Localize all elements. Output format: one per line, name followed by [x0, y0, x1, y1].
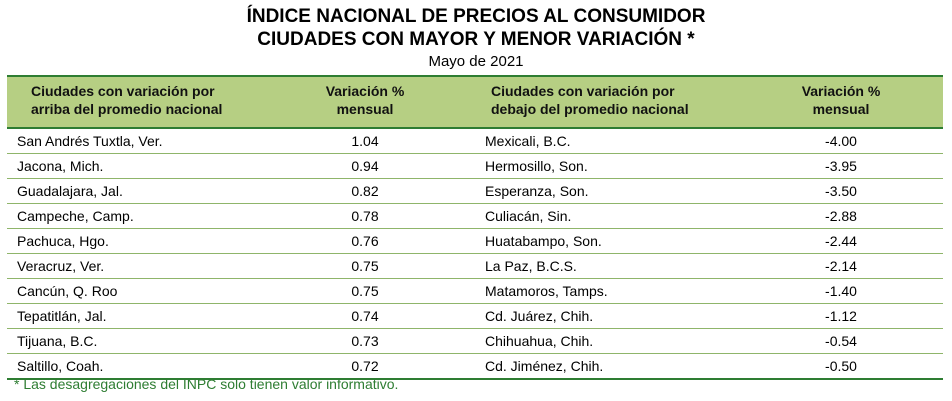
below-city-cell: Cd. Jiménez, Chih.	[485, 357, 604, 374]
above-value-cell: 0.73	[255, 328, 475, 354]
table-row: Veracruz, Ver. 0.75 La Paz, B.C.S. -2.14	[7, 253, 943, 279]
below-value-cell: -0.50	[825, 357, 857, 374]
above-city-cell: Campeche, Camp.	[7, 203, 255, 229]
above-value-cell: 0.76	[255, 228, 475, 254]
table-row: Tijuana, B.C. 0.73 Chihuahua, Chih. -0.54	[7, 328, 943, 354]
header-below-variation-line1: Variación %	[801, 83, 881, 99]
below-city-cell: Cd. Juárez, Chih.	[475, 303, 739, 329]
above-value-cell: 1.04	[255, 128, 475, 154]
below-city-cell: Esperanza, Son.	[475, 178, 739, 204]
inflation-table: Ciudades con variación por arriba del pr…	[7, 75, 943, 380]
table-row: Tepatitlán, Jal. 0.74 Cd. Juárez, Chih. -1.…	[7, 303, 943, 329]
below-value-cell: -1.40	[739, 278, 943, 304]
below-value-cell: -1.12	[739, 303, 943, 329]
above-value-cell: 0.94	[255, 153, 475, 179]
above-value-cell: 0.74	[255, 303, 475, 329]
table-row: Pachuca, Hgo. 0.76 Huatabampo, Son. -2.44	[7, 228, 943, 254]
header-above-variation-line2: mensual	[336, 101, 394, 117]
table-row: Guadalajara, Jal. 0.82 Esperanza, Son. -3.5…	[7, 178, 943, 204]
below-city-cell: Culiacán, Sin.	[475, 203, 739, 229]
above-value-cell: 0.78	[255, 203, 475, 229]
header-above-city-line1: Ciudades con variación por	[31, 83, 215, 99]
below-value-cell: -2.88	[739, 203, 943, 229]
header-below-city-line2: debajo del promedio nacional	[491, 101, 689, 117]
chart-title: ÍNDICE NACIONAL DE PRECIOS AL CONSUMIDOR	[246, 6, 706, 27]
header-above-city-line2: arriba del promedio nacional	[31, 101, 223, 117]
header-above-variation-line1: Variación %	[325, 83, 405, 99]
table-header-row: Ciudades con variación por arriba del pr…	[7, 76, 943, 129]
above-city-cell: Tepatitlán, Jal.	[7, 303, 255, 329]
table-body: San Andrés Tuxtla, Ver. 1.04 Mexicali, B.C…	[7, 128, 943, 379]
header-below-city: Ciudades con variación por debajo del pr…	[475, 76, 739, 129]
below-city-cell: Hermosillo, Son.	[475, 153, 739, 179]
footnote: * Las desagregaciones del INPC solo tien…	[14, 376, 399, 392]
chart-title-line2: CIUDADES CON MAYOR Y MENOR VARIACIÓN *	[257, 29, 695, 50]
above-city-cell: Pachuca, Hgo.	[7, 228, 255, 254]
below-value-cell: -3.50	[739, 178, 943, 204]
below-city-cell: Huatabampo, Son.	[475, 228, 739, 254]
below-city-cell: Chihuahua, Chih.	[475, 328, 739, 354]
above-city-cell: Saltillo, Coah.	[17, 357, 104, 374]
above-value-cell: 0.72	[351, 357, 379, 374]
header-above-city: Ciudades con variación por arriba del pr…	[7, 76, 255, 129]
header-below-variation-line2: mensual	[812, 101, 870, 117]
below-city-cell: Matamoros, Tamps.	[475, 278, 739, 304]
table-row: Jacona, Mich. 0.94 Hermosillo, Son. -3.95	[7, 153, 943, 179]
below-value-cell: -4.00	[739, 128, 943, 154]
below-city-cell: La Paz, B.C.S.	[475, 253, 739, 279]
header-below-variation: Variación % mensual	[739, 76, 943, 129]
below-value-cell: -3.95	[739, 153, 943, 179]
above-city-cell: Veracruz, Ver.	[7, 253, 255, 279]
above-city-cell: Tijuana, B.C.	[7, 328, 255, 354]
header-above-variation: Variación % mensual	[255, 76, 475, 129]
below-city-cell: Mexicali, B.C.	[475, 128, 739, 154]
above-value-cell: 0.75	[255, 278, 475, 304]
header-below-city-line1: Ciudades con variación por	[491, 83, 675, 99]
above-value-cell: 0.82	[255, 178, 475, 204]
above-city-cell: Cancún, Q. Roo	[7, 278, 255, 304]
below-value-cell: -0.54	[739, 328, 943, 354]
above-value-cell: 0.75	[255, 253, 475, 279]
above-city-cell: Guadalajara, Jal.	[7, 178, 255, 204]
table-row: San Andrés Tuxtla, Ver. 1.04 Mexicali, B.C…	[7, 128, 943, 154]
above-city-cell: Jacona, Mich.	[7, 153, 255, 179]
table-row: Cancún, Q. Roo 0.75 Matamoros, Tamps. -1.40	[7, 278, 943, 304]
chart-subtitle: Mayo de 2021	[428, 53, 524, 70]
below-value-cell: -2.44	[739, 228, 943, 254]
above-city-cell: San Andrés Tuxtla, Ver.	[7, 128, 255, 154]
table-row: Saltillo, Coah. 0.72 Cd. Jiménez, Chih. -0.…	[7, 354, 943, 380]
below-value-cell: -2.14	[739, 253, 943, 279]
table-row: Campeche, Camp. 0.78 Culiacán, Sin. -2.88	[7, 203, 943, 229]
